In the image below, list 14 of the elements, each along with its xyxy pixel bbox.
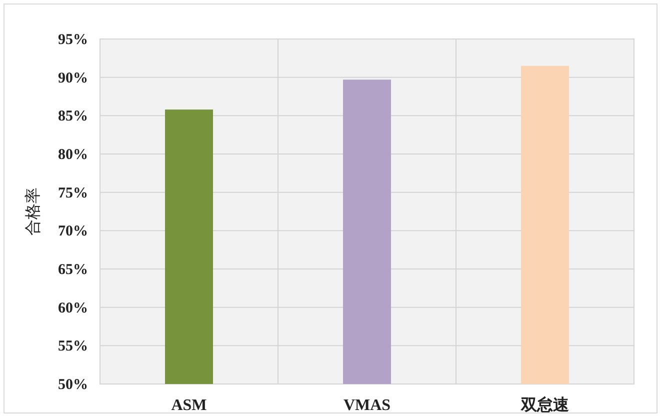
y-tick-label: 95%	[58, 32, 88, 48]
y-tick-label: 70%	[58, 224, 88, 240]
y-tick-label: 50%	[58, 377, 88, 393]
y-tick-label: 75%	[58, 185, 88, 202]
x-tick-label: ASM	[171, 397, 207, 414]
y-tick-label: 90%	[58, 70, 88, 86]
y-tick-label: 80%	[58, 147, 88, 163]
x-tick-label: 双怠速	[520, 396, 570, 414]
y-tick-label: 60%	[58, 300, 88, 316]
y-tick-label: 85%	[58, 108, 88, 125]
y-axis-title: 合格率	[24, 188, 42, 236]
y-tick-label: 55%	[58, 338, 88, 355]
y-tick-label: 65%	[58, 262, 88, 278]
x-tick-label: VMAS	[343, 397, 391, 414]
